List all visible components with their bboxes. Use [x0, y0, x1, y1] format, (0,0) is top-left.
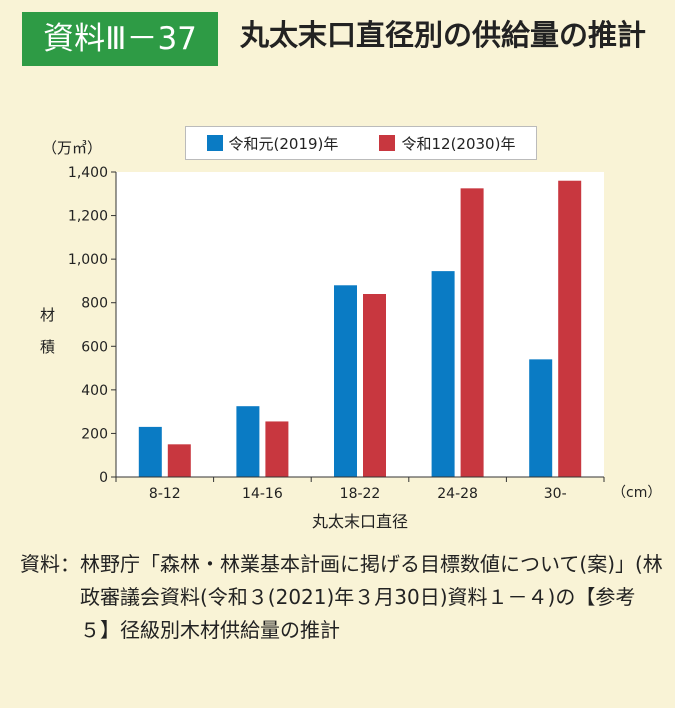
- bar-8-12-series-1: [138, 426, 162, 477]
- chart-title: 丸太末口直径別の供給量の推計: [240, 18, 647, 52]
- bar-chart: 0 200 400 600 800 1,000 1,200 1,400 8-12 14-16 18…: [40, 139, 661, 531]
- x-tick-label-30-: 30-: [544, 486, 567, 502]
- y-tick-label-1400: 1,400: [68, 165, 108, 181]
- x-tick-label-24-28: 24-28: [437, 486, 478, 502]
- y-axis-label-char: 材: [40, 306, 55, 324]
- x-unit-label: （cm）: [612, 485, 661, 501]
- x-tick-label-8-12: 8-12: [149, 486, 181, 502]
- bar-24-28-series-1: [431, 271, 455, 477]
- bar-8-12-series-2: [167, 444, 191, 477]
- bar-24-28-series-2: [460, 188, 484, 477]
- bar-14-16-series-1: [236, 406, 260, 477]
- bar-18-22-series-2: [363, 294, 386, 477]
- figure-number-badge: 資料Ⅲ－37: [22, 12, 218, 66]
- legend-swatch-2019: [206, 135, 223, 151]
- bar-30--series-1: [529, 359, 553, 477]
- source-text: 林野庁「森林・林業基本計画に掲げる目標数値について(案)」(林政審議会資料(令和…: [80, 552, 663, 642]
- x-axis-label: 丸太末口直径: [312, 512, 408, 531]
- y-unit-label: （万㎥）: [42, 139, 102, 157]
- legend-label-2030: 令和12(2030)年: [401, 134, 516, 153]
- source-label: 資料：: [20, 552, 80, 576]
- y-tick-label-800: 800: [81, 296, 108, 312]
- source-note: 資料： 林野庁「森林・林業基本計画に掲げる目標数値について(案)」(林政審議会資…: [20, 548, 665, 647]
- bar-18-22-series-1: [334, 285, 357, 477]
- legend-label-2019: 令和元(2019)年: [228, 134, 339, 153]
- plot-area: [116, 172, 604, 477]
- y-axis-label: 材積: [40, 306, 55, 356]
- y-tick-label-200: 200: [81, 426, 108, 442]
- x-tick-label-18-22: 18-22: [340, 486, 381, 502]
- y-tick-label-0: 0: [99, 470, 108, 486]
- legend-swatch-2030: [379, 135, 396, 151]
- y-tick-label-600: 600: [81, 339, 108, 355]
- y-axis-label-char: 積: [40, 338, 55, 356]
- bar-14-16-series-2: [265, 421, 289, 477]
- y-tick-label-400: 400: [81, 383, 108, 399]
- x-tick-label-14-16: 14-16: [242, 486, 283, 502]
- legend-item-2030: 令和12(2030)年: [379, 133, 515, 154]
- y-tick-label-1000: 1,000: [68, 252, 108, 268]
- legend-item-2019: 令和元(2019)年: [206, 133, 339, 154]
- chart-legend: 令和元(2019)年 令和12(2030)年: [185, 126, 537, 160]
- y-tick-label-1200: 1,200: [68, 209, 108, 225]
- bar-30--series-2: [558, 180, 582, 477]
